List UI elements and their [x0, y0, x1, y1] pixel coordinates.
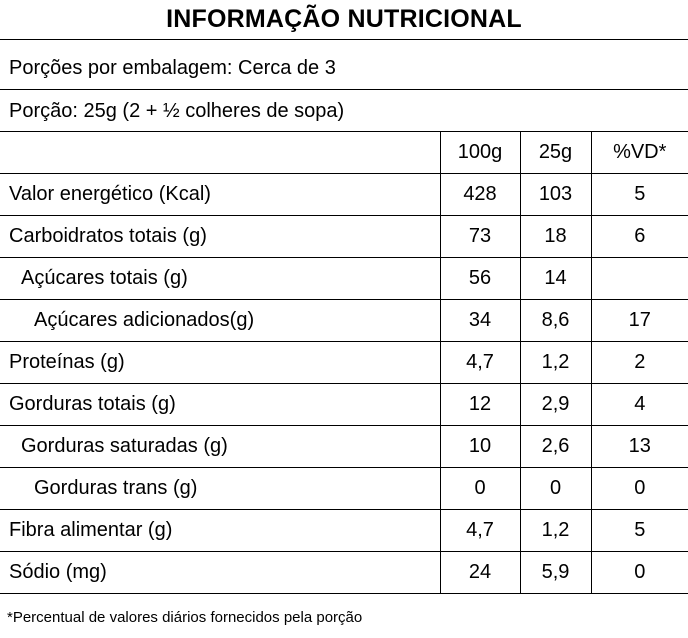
value-100g: 34: [439, 299, 520, 342]
table-row: Gorduras trans (g) 0 0 0: [0, 467, 688, 510]
value-100g: 4,7: [439, 341, 520, 384]
value-100g: 0: [439, 467, 520, 510]
nutrition-table: 100g 25g %VD* Valor energético (Kcal) 428…: [0, 131, 688, 594]
table-row: Carboidratos totais (g) 73 18 6: [0, 215, 688, 258]
table-row: Sódio (mg) 24 5,9 0: [0, 551, 688, 594]
value-25g: 14: [519, 257, 591, 300]
servings-per-package: Porções por embalagem: Cerca de 3: [9, 57, 336, 79]
value-vd: [590, 257, 688, 300]
footnote: *Percentual de valores diários fornecido…: [7, 609, 363, 626]
table-header-row: 100g 25g %VD*: [0, 131, 688, 174]
value-25g: 2,9: [519, 383, 591, 426]
value-vd: 13: [590, 425, 688, 468]
value-100g: 24: [439, 551, 520, 594]
value-25g: 2,6: [519, 425, 591, 468]
nutrient-label: Gorduras trans (g): [0, 467, 440, 510]
column-header-25g: 25g: [519, 131, 591, 174]
divider-servings: [0, 89, 688, 90]
serving-size: Porção: 25g (2 + ½ colheres de sopa): [9, 100, 345, 122]
nutrient-label: Fibra alimentar (g): [0, 509, 440, 552]
value-vd: 0: [590, 467, 688, 510]
value-100g: 10: [439, 425, 520, 468]
value-vd: 5: [590, 173, 688, 216]
value-vd: 4: [590, 383, 688, 426]
header-label-cell: [0, 131, 440, 174]
table-row: Açúcares totais (g) 56 14: [0, 257, 688, 300]
nutrient-label: Gorduras totais (g): [0, 383, 440, 426]
nutrient-label: Gorduras saturadas (g): [0, 425, 440, 468]
value-25g: 1,2: [519, 341, 591, 384]
value-25g: 8,6: [519, 299, 591, 342]
table-row: Proteínas (g) 4,7 1,2 2: [0, 341, 688, 384]
column-header-vd: %VD*: [590, 131, 688, 174]
nutrition-title: INFORMAÇÃO NUTRICIONAL: [166, 5, 522, 33]
value-25g: 5,9: [519, 551, 591, 594]
value-100g: 73: [439, 215, 520, 258]
value-25g: 18: [519, 215, 591, 258]
table-row: Valor energético (Kcal) 428 103 5: [0, 173, 688, 216]
table-row: Açúcares adicionados(g) 34 8,6 17: [0, 299, 688, 342]
value-25g: 103: [519, 173, 591, 216]
divider-top: [0, 39, 688, 40]
value-100g: 12: [439, 383, 520, 426]
value-vd: 5: [590, 509, 688, 552]
value-vd: 0: [590, 551, 688, 594]
table-row: Gorduras saturadas (g) 10 2,6 13: [0, 425, 688, 468]
nutrient-label: Sódio (mg): [0, 551, 440, 594]
table-row: Gorduras totais (g) 12 2,9 4: [0, 383, 688, 426]
nutrient-label: Carboidratos totais (g): [0, 215, 440, 258]
value-vd: 17: [590, 299, 688, 342]
value-25g: 0: [519, 467, 591, 510]
nutrient-label: Açúcares adicionados(g): [0, 299, 440, 342]
value-100g: 4,7: [439, 509, 520, 552]
value-25g: 1,2: [519, 509, 591, 552]
value-100g: 428: [439, 173, 520, 216]
nutrient-label: Valor energético (Kcal): [0, 173, 440, 216]
value-100g: 56: [439, 257, 520, 300]
nutrient-label: Proteínas (g): [0, 341, 440, 384]
nutrient-label: Açúcares totais (g): [0, 257, 440, 300]
column-header-100g: 100g: [439, 131, 520, 174]
table-row: Fibra alimentar (g) 4,7 1,2 5: [0, 509, 688, 552]
value-vd: 2: [590, 341, 688, 384]
value-vd: 6: [590, 215, 688, 258]
